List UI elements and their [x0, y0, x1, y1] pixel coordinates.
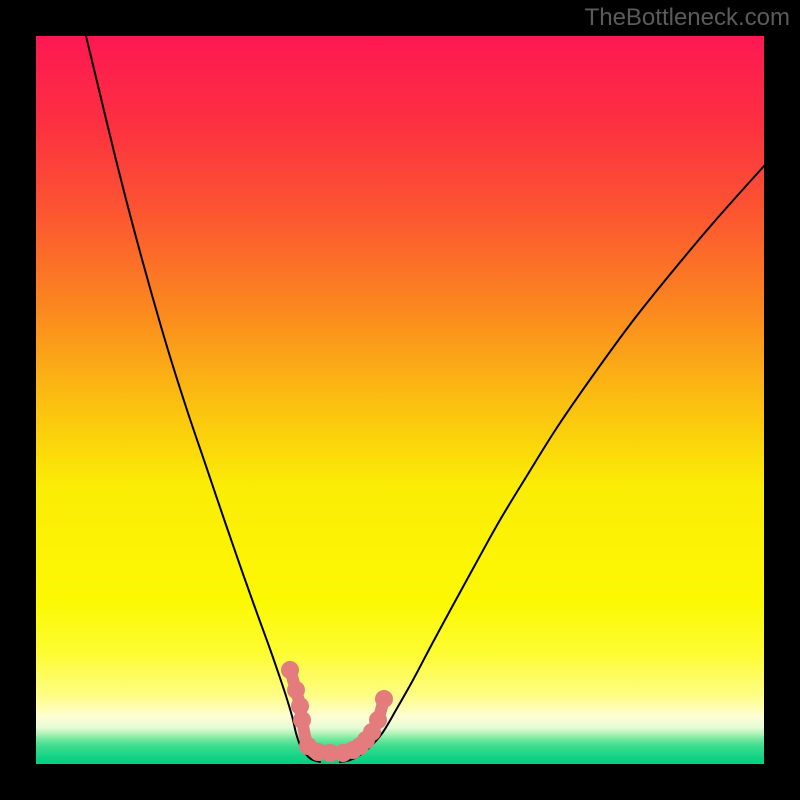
chart-svg	[0, 0, 800, 800]
watermark-text: TheBottleneck.com	[585, 4, 790, 32]
marker-point	[281, 661, 299, 679]
right-curve	[340, 166, 764, 762]
marker-point	[369, 711, 387, 729]
left-curve	[86, 36, 320, 762]
marker-point	[375, 690, 393, 708]
chart-stage: TheBottleneck.com	[0, 0, 800, 800]
marker-point	[287, 681, 305, 699]
marker-point	[293, 711, 311, 729]
